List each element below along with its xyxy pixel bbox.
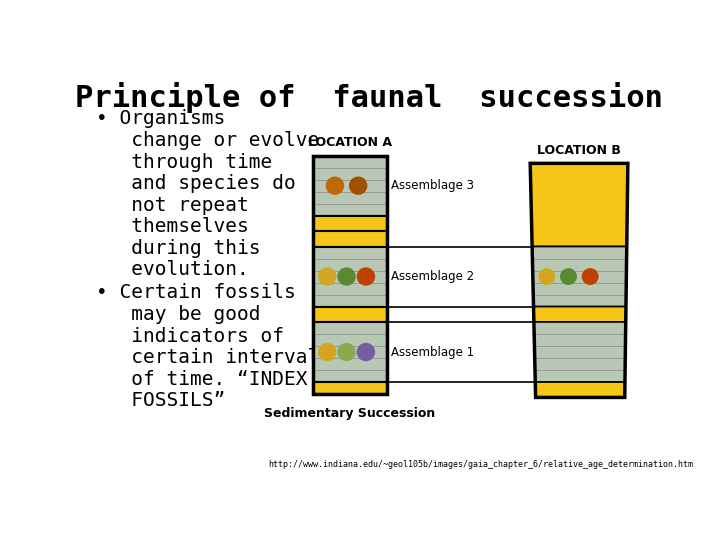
Text: Assemblage 3: Assemblage 3 — [392, 179, 474, 192]
Bar — [313, 322, 387, 382]
Text: • Organisms: • Organisms — [96, 110, 225, 129]
Circle shape — [357, 268, 374, 285]
Text: indicators of: indicators of — [96, 327, 284, 346]
Text: evolution.: evolution. — [96, 260, 249, 279]
Text: Assemblage 2: Assemblage 2 — [392, 270, 474, 283]
Circle shape — [338, 343, 355, 361]
Text: not repeat: not repeat — [96, 195, 249, 215]
Polygon shape — [532, 247, 626, 307]
Text: through time: through time — [96, 153, 272, 172]
Circle shape — [539, 269, 554, 284]
Bar — [313, 156, 387, 394]
Text: LOCATION A: LOCATION A — [308, 137, 392, 150]
Bar — [313, 247, 387, 307]
Text: • Certain fossils: • Certain fossils — [96, 284, 296, 302]
Text: LOCATION B: LOCATION B — [537, 144, 621, 157]
Text: change or evolve: change or evolve — [96, 131, 320, 150]
Polygon shape — [535, 382, 625, 397]
Circle shape — [319, 268, 336, 285]
Bar — [313, 231, 387, 247]
Text: during this: during this — [96, 239, 261, 258]
Text: certain intervals: certain intervals — [96, 348, 331, 367]
Circle shape — [319, 343, 336, 361]
Polygon shape — [530, 164, 628, 247]
Circle shape — [350, 177, 366, 194]
Bar — [313, 215, 387, 231]
Text: Assemblage 1: Assemblage 1 — [392, 346, 474, 359]
Circle shape — [338, 268, 355, 285]
Circle shape — [326, 177, 343, 194]
Text: and species do: and species do — [96, 174, 296, 193]
Text: FOSSILS”: FOSSILS” — [96, 392, 225, 410]
Bar — [313, 156, 387, 215]
Circle shape — [561, 269, 576, 284]
Circle shape — [357, 343, 374, 361]
Text: may be good: may be good — [96, 305, 261, 324]
Text: Sedimentary Succession: Sedimentary Succession — [264, 407, 436, 420]
Polygon shape — [534, 322, 626, 382]
Circle shape — [582, 269, 598, 284]
Polygon shape — [534, 307, 626, 322]
Text: of time. “INDEX: of time. “INDEX — [96, 370, 307, 389]
Text: themselves: themselves — [96, 217, 249, 237]
Bar — [313, 307, 387, 322]
Text: http://www.indiana.edu/~geol105b/images/gaia_chapter_6/relative_age_determinatio: http://www.indiana.edu/~geol105b/images/… — [269, 460, 693, 469]
Bar — [313, 382, 387, 394]
Text: Principle of  faunal  succession: Principle of faunal succession — [75, 82, 663, 113]
